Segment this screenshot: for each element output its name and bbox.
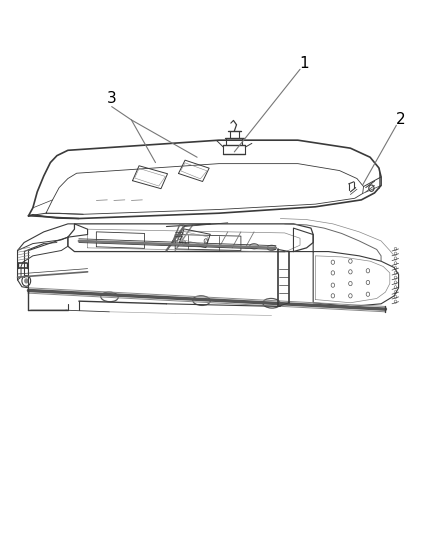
Text: 3: 3 <box>107 91 117 106</box>
Text: 1: 1 <box>300 56 309 71</box>
Text: 2: 2 <box>396 112 406 127</box>
Circle shape <box>24 278 28 284</box>
